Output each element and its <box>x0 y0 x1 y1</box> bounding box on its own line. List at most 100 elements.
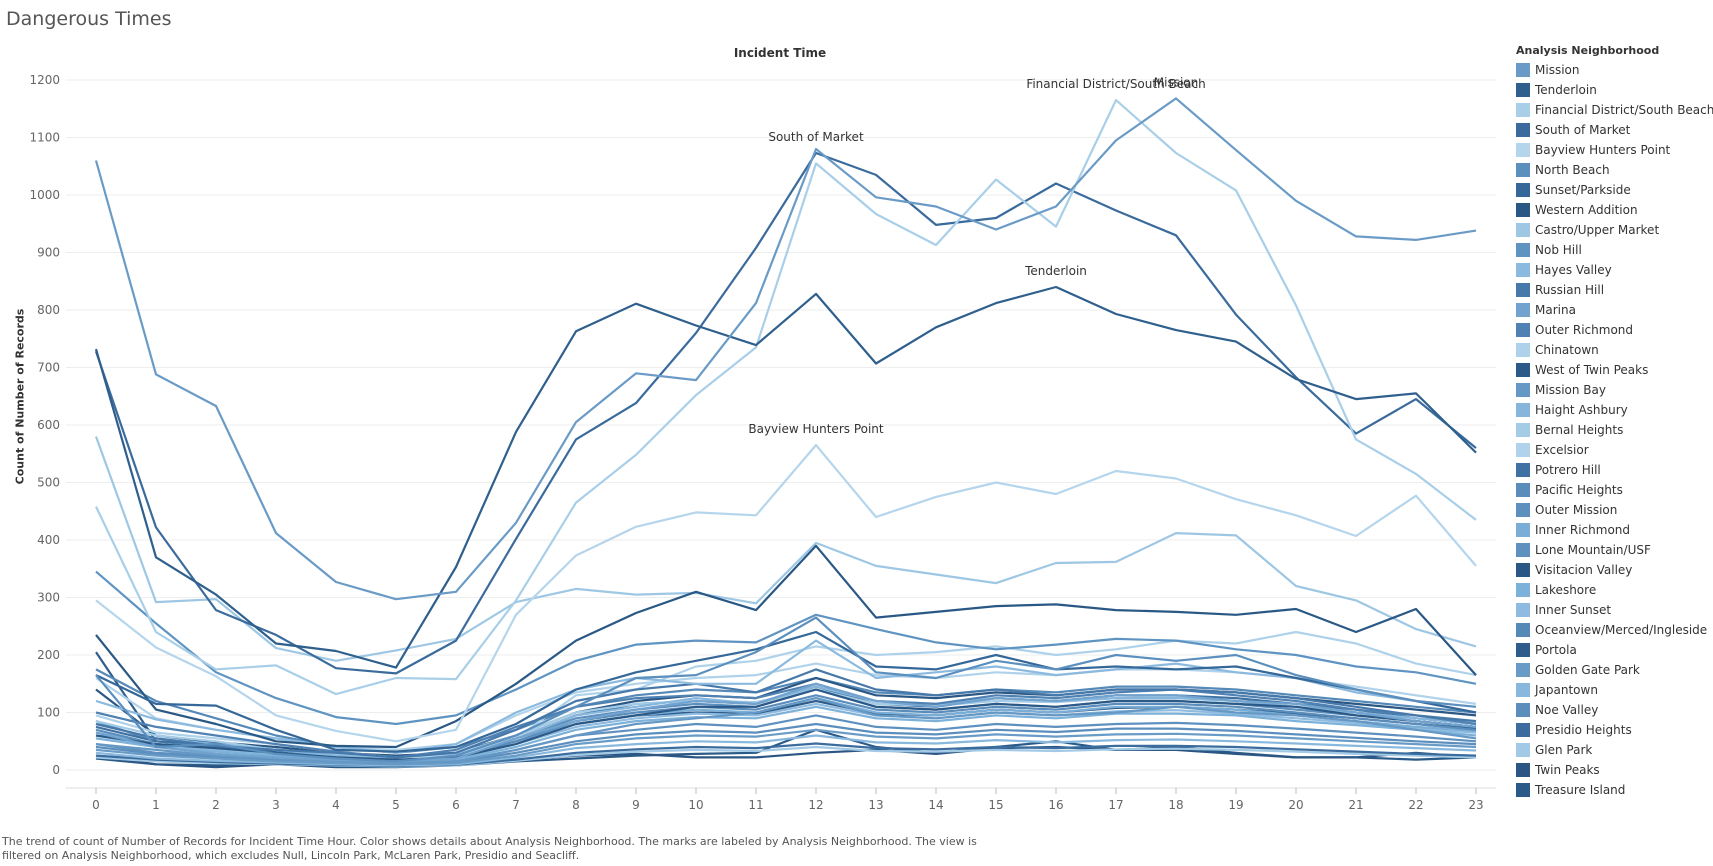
y-tick-label: 700 <box>37 361 60 375</box>
legend: Analysis Neighborhood Mission Tenderloin F… <box>1516 44 1713 800</box>
legend-swatch <box>1516 363 1530 377</box>
legend-swatch <box>1516 603 1530 617</box>
series-line-north-beach <box>95 616 1477 763</box>
y-tick-label: 800 <box>37 303 60 317</box>
series-line-japantown <box>95 734 1477 767</box>
legend-item[interactable]: Marina <box>1516 300 1711 320</box>
legend-swatch <box>1516 83 1530 97</box>
y-tick-label: 100 <box>37 706 60 720</box>
x-tick-label: 6 <box>452 798 460 812</box>
y-tick-label: 600 <box>37 418 60 432</box>
legend-label: Bernal Heights <box>1535 423 1624 437</box>
column-header: Incident Time <box>733 46 827 60</box>
caption: The trend of count of Number of Records … <box>2 835 977 862</box>
legend-item[interactable]: Inner Sunset <box>1516 600 1711 620</box>
legend-label: Marina <box>1535 303 1576 317</box>
legend-item[interactable]: Bayview Hunters Point <box>1516 140 1711 160</box>
legend-item[interactable]: Financial District/South Beach <box>1516 100 1713 120</box>
legend-item[interactable]: Lone Mountain/USF <box>1516 540 1711 560</box>
legend-item[interactable]: South of Market <box>1516 120 1711 140</box>
series-line-mission <box>94 97 1477 601</box>
series-line-golden-gate-park <box>95 728 1477 766</box>
legend-item[interactable]: Western Addition <box>1516 200 1711 220</box>
legend-item[interactable]: Excelsior <box>1516 440 1711 460</box>
legend-swatch <box>1516 783 1530 797</box>
legend-swatch <box>1516 763 1530 777</box>
legend-item[interactable]: Oceanview/Merced/Ingleside <box>1516 620 1711 640</box>
x-tick-label: 5 <box>392 798 400 812</box>
legend-label: Twin Peaks <box>1535 763 1600 777</box>
legend-item[interactable]: Noe Valley <box>1516 700 1711 720</box>
legend-item[interactable]: Outer Mission <box>1516 500 1711 520</box>
legend-label: Russian Hill <box>1535 283 1605 297</box>
legend-label: West of Twin Peaks <box>1535 363 1649 377</box>
legend-swatch <box>1516 263 1530 277</box>
legend-label: Glen Park <box>1535 743 1593 757</box>
legend-swatch <box>1516 423 1530 437</box>
legend-item[interactable]: Sunset/Parkside <box>1516 180 1711 200</box>
legend-swatch <box>1516 623 1530 637</box>
legend-item[interactable]: Glen Park <box>1516 740 1711 760</box>
legend-swatch <box>1516 63 1530 77</box>
legend-item[interactable]: West of Twin Peaks <box>1516 360 1711 380</box>
series-mark-label: Financial District/South Beach <box>1026 77 1205 91</box>
legend-label: Visitacion Valley <box>1535 563 1633 577</box>
legend-swatch <box>1516 383 1530 397</box>
line-chart[interactable]: 0100200300400500600700800900100011001200… <box>0 0 1513 830</box>
legend-item[interactable]: Portola <box>1516 640 1711 660</box>
x-tick-label: 11 <box>748 798 763 812</box>
legend-label: Financial District/South Beach <box>1535 103 1713 117</box>
legend-item[interactable]: Hayes Valley <box>1516 260 1711 280</box>
legend-item[interactable]: Twin Peaks <box>1516 760 1711 780</box>
legend-swatch <box>1516 523 1530 537</box>
legend-item[interactable]: Bernal Heights <box>1516 420 1711 440</box>
legend-item[interactable]: Mission Bay <box>1516 380 1711 400</box>
legend-label: Noe Valley <box>1535 703 1599 717</box>
legend-item[interactable]: Inner Richmond <box>1516 520 1711 540</box>
series-line-marina <box>95 682 1477 763</box>
y-tick-label: 1100 <box>29 131 60 145</box>
legend-swatch <box>1516 583 1530 597</box>
legend-item[interactable]: Golden Gate Park <box>1516 660 1711 680</box>
y-tick-label: 1200 <box>29 73 60 87</box>
series-line-bayview-hunters-point <box>95 444 1477 743</box>
x-tick-label: 17 <box>1108 798 1123 812</box>
legend-item[interactable]: North Beach <box>1516 160 1711 180</box>
series-mark-label: Bayview Hunters Point <box>748 422 884 436</box>
legend-item[interactable]: Russian Hill <box>1516 280 1711 300</box>
legend-item[interactable]: Lakeshore <box>1516 580 1711 600</box>
x-tick-label: 23 <box>1468 798 1483 812</box>
legend-swatch <box>1516 443 1530 457</box>
legend-item[interactable]: Outer Richmond <box>1516 320 1711 340</box>
legend-swatch <box>1516 643 1530 657</box>
legend-item[interactable]: Castro/Upper Market <box>1516 220 1711 240</box>
legend-item[interactable]: Nob Hill <box>1516 240 1711 260</box>
x-tick-label: 21 <box>1348 798 1363 812</box>
legend-label: Mission Bay <box>1535 383 1606 397</box>
y-tick-label: 500 <box>37 476 60 490</box>
legend-item[interactable]: Treasure Island <box>1516 780 1711 800</box>
legend-swatch <box>1516 203 1530 217</box>
legend-item[interactable]: Japantown <box>1516 680 1711 700</box>
y-tick-label: 900 <box>37 246 60 260</box>
x-tick-label: 3 <box>272 798 280 812</box>
legend-item[interactable]: Pacific Heights <box>1516 480 1711 500</box>
legend-item[interactable]: Haight Ashbury <box>1516 400 1711 420</box>
legend-item[interactable]: Presidio Heights <box>1516 720 1711 740</box>
legend-label: South of Market <box>1535 123 1631 137</box>
x-tick-label: 14 <box>928 798 943 812</box>
x-tick-label: 8 <box>572 798 580 812</box>
legend-items: Mission Tenderloin Financial District/Sout… <box>1516 60 1713 800</box>
legend-item[interactable]: Chinatown <box>1516 340 1711 360</box>
legend-swatch <box>1516 183 1530 197</box>
legend-label: Golden Gate Park <box>1535 663 1640 677</box>
legend-item[interactable]: Visitacion Valley <box>1516 560 1711 580</box>
legend-swatch <box>1516 343 1530 357</box>
x-tick-label: 4 <box>332 798 340 812</box>
legend-swatch <box>1516 303 1530 317</box>
legend-swatch <box>1516 743 1530 757</box>
legend-item[interactable]: Mission <box>1516 60 1711 80</box>
legend-item[interactable]: Potrero Hill <box>1516 460 1711 480</box>
legend-label: Sunset/Parkside <box>1535 183 1631 197</box>
legend-item[interactable]: Tenderloin <box>1516 80 1711 100</box>
